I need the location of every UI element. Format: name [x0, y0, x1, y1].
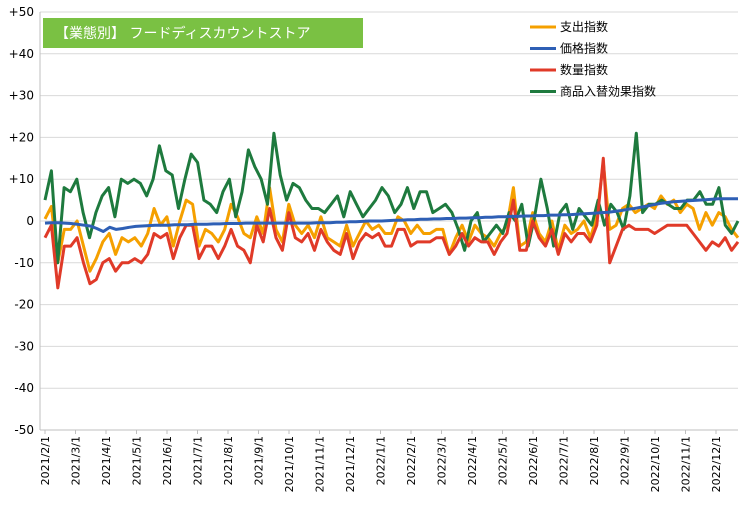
- y-tick-label: -20: [14, 298, 34, 312]
- y-tick-label: +20: [9, 130, 34, 144]
- x-tick-label: 2022/2/1: [405, 436, 418, 485]
- series-lines: [43, 131, 740, 290]
- chart-title-background: [43, 18, 363, 48]
- x-tick-label: 2021/10/1: [283, 436, 296, 492]
- x-tick-label: 2021/5/1: [131, 436, 144, 485]
- x-tick-label: 2022/9/1: [619, 436, 632, 485]
- legend-label: 支出指数: [560, 19, 608, 34]
- legend-label: 価格指数: [560, 41, 608, 56]
- x-tick-label: 2022/11/1: [680, 436, 693, 492]
- series-line: [44, 197, 738, 233]
- y-tick-label: +10: [9, 172, 34, 186]
- chart-title-box: 【業態別】 フードディスカウントストア: [43, 18, 363, 48]
- x-tick-label: 2021/12/1: [344, 436, 357, 492]
- x-tick-label: 2021/7/1: [192, 436, 205, 485]
- x-tick-label: 2021/2/1: [39, 436, 52, 485]
- x-tick-label: 2022/8/1: [588, 436, 601, 485]
- y-tick-label: -40: [14, 381, 34, 395]
- x-tick-label: 2021/9/1: [253, 436, 266, 485]
- x-tick-label: 2021/6/1: [161, 436, 174, 485]
- x-tick-label: 2022/7/1: [558, 436, 571, 485]
- y-tick-label: -30: [14, 339, 34, 353]
- axes: +50 +40 +30 +20 +10 0 -10 -20 -30 -40 -50 2021/2/1 2…: [9, 5, 742, 492]
- x-tick-label: 2022/3/1: [436, 436, 449, 485]
- x-tick-label: 2021/11/1: [314, 436, 327, 492]
- series-line: [43, 131, 740, 265]
- legend-label: 数量指数: [560, 62, 608, 77]
- x-tick-label: 2022/6/1: [527, 436, 540, 485]
- x-tick-label: 2021/8/1: [222, 436, 235, 485]
- x-tick-label: 2021/4/1: [100, 436, 113, 485]
- x-tick-label: 2022/1/1: [375, 436, 388, 485]
- y-tick-label: 0: [26, 214, 34, 228]
- y-tick-label: -10: [14, 256, 34, 270]
- legend-label: 商品入替効果指数: [560, 84, 656, 99]
- y-tick-label: +50: [9, 5, 34, 19]
- x-tick-label: 2021/3/1: [70, 436, 83, 485]
- x-tick-label: 2022/5/1: [497, 436, 510, 485]
- x-tick-label: 2022/12/1: [710, 436, 723, 492]
- y-tick-label: +30: [9, 89, 34, 103]
- y-tick-label: +40: [9, 47, 34, 61]
- series-line: [43, 156, 740, 290]
- y-tick-label: -50: [14, 423, 34, 437]
- x-tick-label: 2023/1/1: [741, 436, 742, 485]
- chart-title: 【業態別】 フードディスカウントストア: [55, 25, 310, 42]
- x-tick-label: 2022/4/1: [466, 436, 479, 485]
- x-tick-label: 2022/10/1: [649, 436, 662, 492]
